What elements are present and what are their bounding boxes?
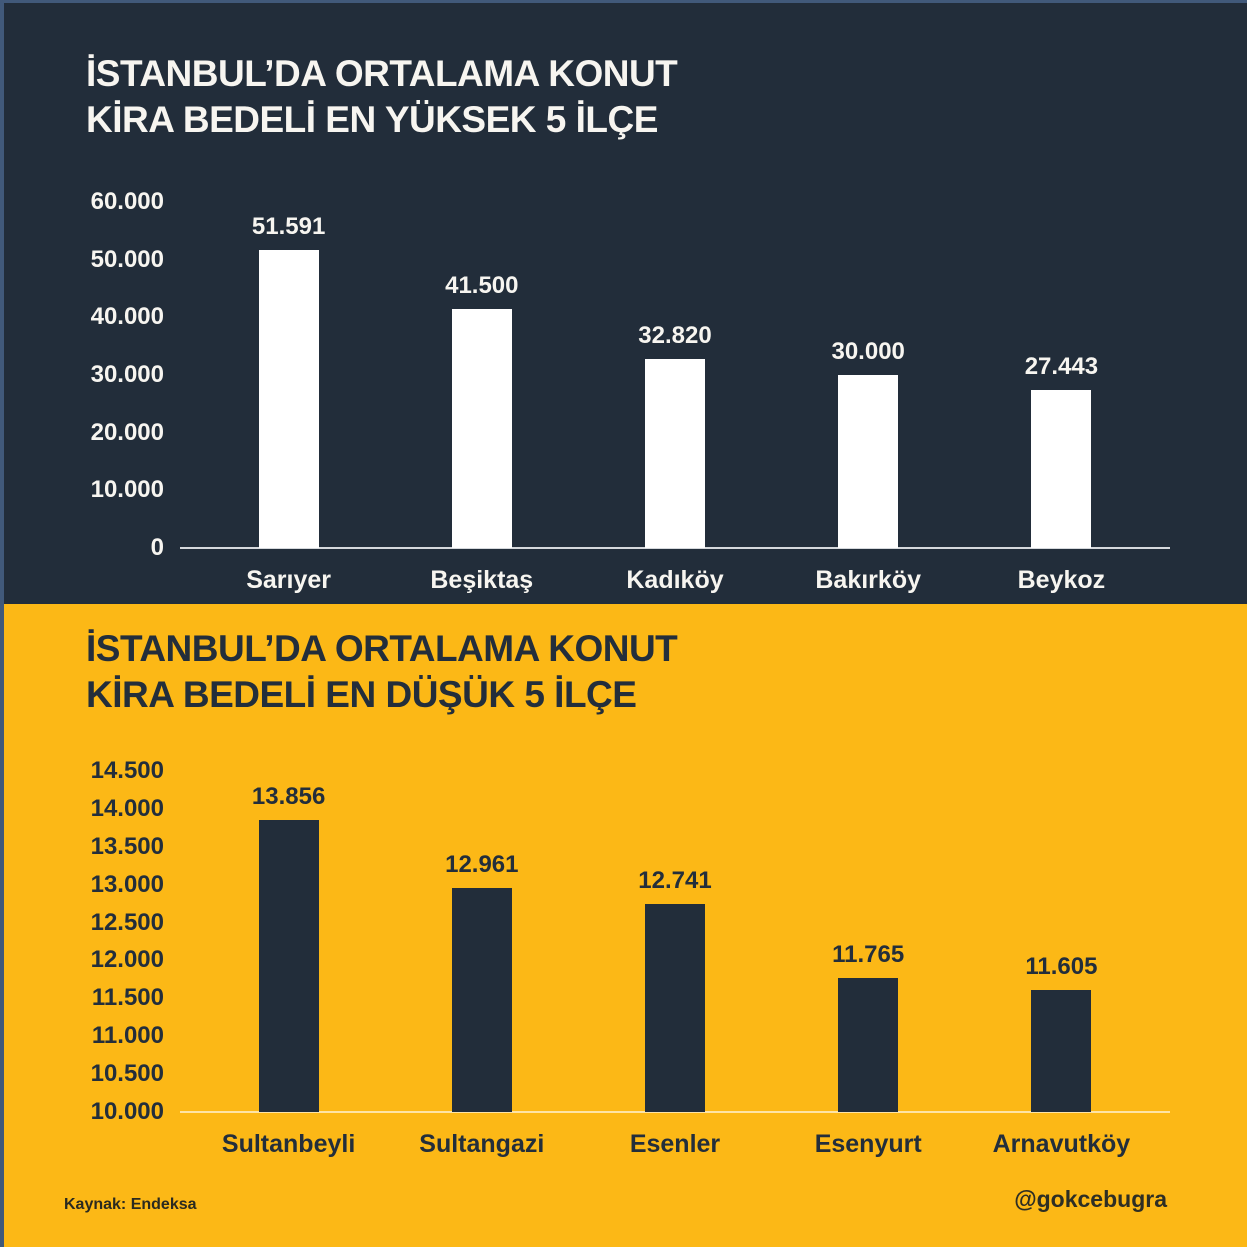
bar-category-label: Sultangazi bbox=[419, 1130, 545, 1158]
y-axis-tick-label: 10.500 bbox=[90, 1060, 164, 1088]
bottom-chart-section: İSTANBUL’DA ORTALAMA KONUT KİRA BEDELİ E… bbox=[4, 604, 1247, 1247]
y-axis-tick-label: 40.000 bbox=[90, 303, 164, 331]
y-axis-tick-label: 13.500 bbox=[90, 832, 164, 860]
bottom-chart-title-line-1: İSTANBUL’DA ORTALAMA KONUT bbox=[86, 628, 678, 669]
y-axis-tick-label: 50.000 bbox=[90, 245, 164, 273]
bar-category-label: Kadıköy bbox=[626, 566, 724, 594]
bar bbox=[1031, 990, 1092, 1112]
bar bbox=[838, 375, 899, 548]
bottom-chart-title: İSTANBUL’DA ORTALAMA KONUT KİRA BEDELİ E… bbox=[86, 626, 678, 718]
y-axis-tick-label: 10.000 bbox=[90, 1098, 164, 1125]
bar bbox=[258, 820, 319, 1112]
top-chart-section: İSTANBUL’DA ORTALAMA KONUT KİRA BEDELİ E… bbox=[4, 3, 1247, 604]
top-chart-title-line-2: KİRA BEDELİ EN YÜKSEK 5 İLÇE bbox=[86, 99, 658, 140]
author-handle: @gokcebugra bbox=[1014, 1186, 1167, 1212]
bar-value-label: 30.000 bbox=[831, 338, 905, 365]
top-chart-title: İSTANBUL’DA ORTALAMA KONUT KİRA BEDELİ E… bbox=[86, 51, 678, 143]
bar-value-label: 12.961 bbox=[445, 851, 519, 878]
bar-value-label: 12.741 bbox=[638, 867, 712, 894]
bar bbox=[451, 309, 512, 548]
bar-value-label: 51.591 bbox=[251, 213, 326, 240]
y-axis-tick-label: 30.000 bbox=[90, 361, 164, 388]
y-axis-tick-label: 11.500 bbox=[91, 984, 164, 1012]
y-axis-tick-label: 10.000 bbox=[90, 476, 164, 504]
bar-category-label: Arnavutköy bbox=[992, 1130, 1131, 1158]
y-axis-tick-label: 20.000 bbox=[90, 418, 164, 446]
bar bbox=[258, 250, 319, 548]
x-axis-baseline bbox=[180, 547, 1170, 549]
bar-category-label: Sarıyer bbox=[246, 566, 331, 594]
x-axis-baseline bbox=[180, 1111, 1170, 1113]
bottom-chart-title-line-2: KİRA BEDELİ EN DÜŞÜK 5 İLÇE bbox=[86, 674, 637, 715]
bar-value-label: 32.820 bbox=[638, 322, 712, 349]
bar-value-label: 13.856 bbox=[251, 783, 326, 810]
bar-value-label: 27.443 bbox=[1024, 353, 1099, 380]
y-axis-tick-label: 11.000 bbox=[91, 1022, 164, 1050]
source-note: Kaynak: Endeksa bbox=[64, 1196, 197, 1213]
y-axis-tick-label: 60.000 bbox=[90, 188, 164, 215]
y-axis-tick-label: 12.500 bbox=[90, 908, 164, 936]
top-chart-title-line-1: İSTANBUL’DA ORTALAMA KONUT bbox=[86, 53, 678, 94]
bar-value-label: 11.765 bbox=[832, 941, 905, 968]
y-axis-tick-label: 14.500 bbox=[90, 757, 164, 784]
bar-category-label: Beykoz bbox=[1017, 566, 1106, 594]
y-axis-tick-label: 13.000 bbox=[90, 870, 164, 898]
bar bbox=[1031, 390, 1092, 548]
bar bbox=[838, 978, 899, 1112]
bar-category-label: Esenler bbox=[629, 1130, 721, 1158]
bar-category-label: Sultanbeyli bbox=[221, 1130, 356, 1158]
y-axis-tick-label: 14.000 bbox=[90, 794, 164, 822]
bar-value-label: 41.500 bbox=[445, 272, 519, 299]
bar bbox=[451, 888, 512, 1112]
bar-value-label: 11.605 bbox=[1025, 953, 1098, 980]
bar-category-label: Esenyurt bbox=[814, 1130, 922, 1158]
bar bbox=[645, 359, 705, 548]
y-axis-tick-label: 12.000 bbox=[90, 946, 164, 974]
bar-category-label: Beşiktaş bbox=[430, 566, 534, 594]
bar bbox=[645, 904, 705, 1112]
y-axis-tick-label: 0 bbox=[150, 534, 164, 561]
bar-category-label: Bakırköy bbox=[815, 566, 921, 594]
